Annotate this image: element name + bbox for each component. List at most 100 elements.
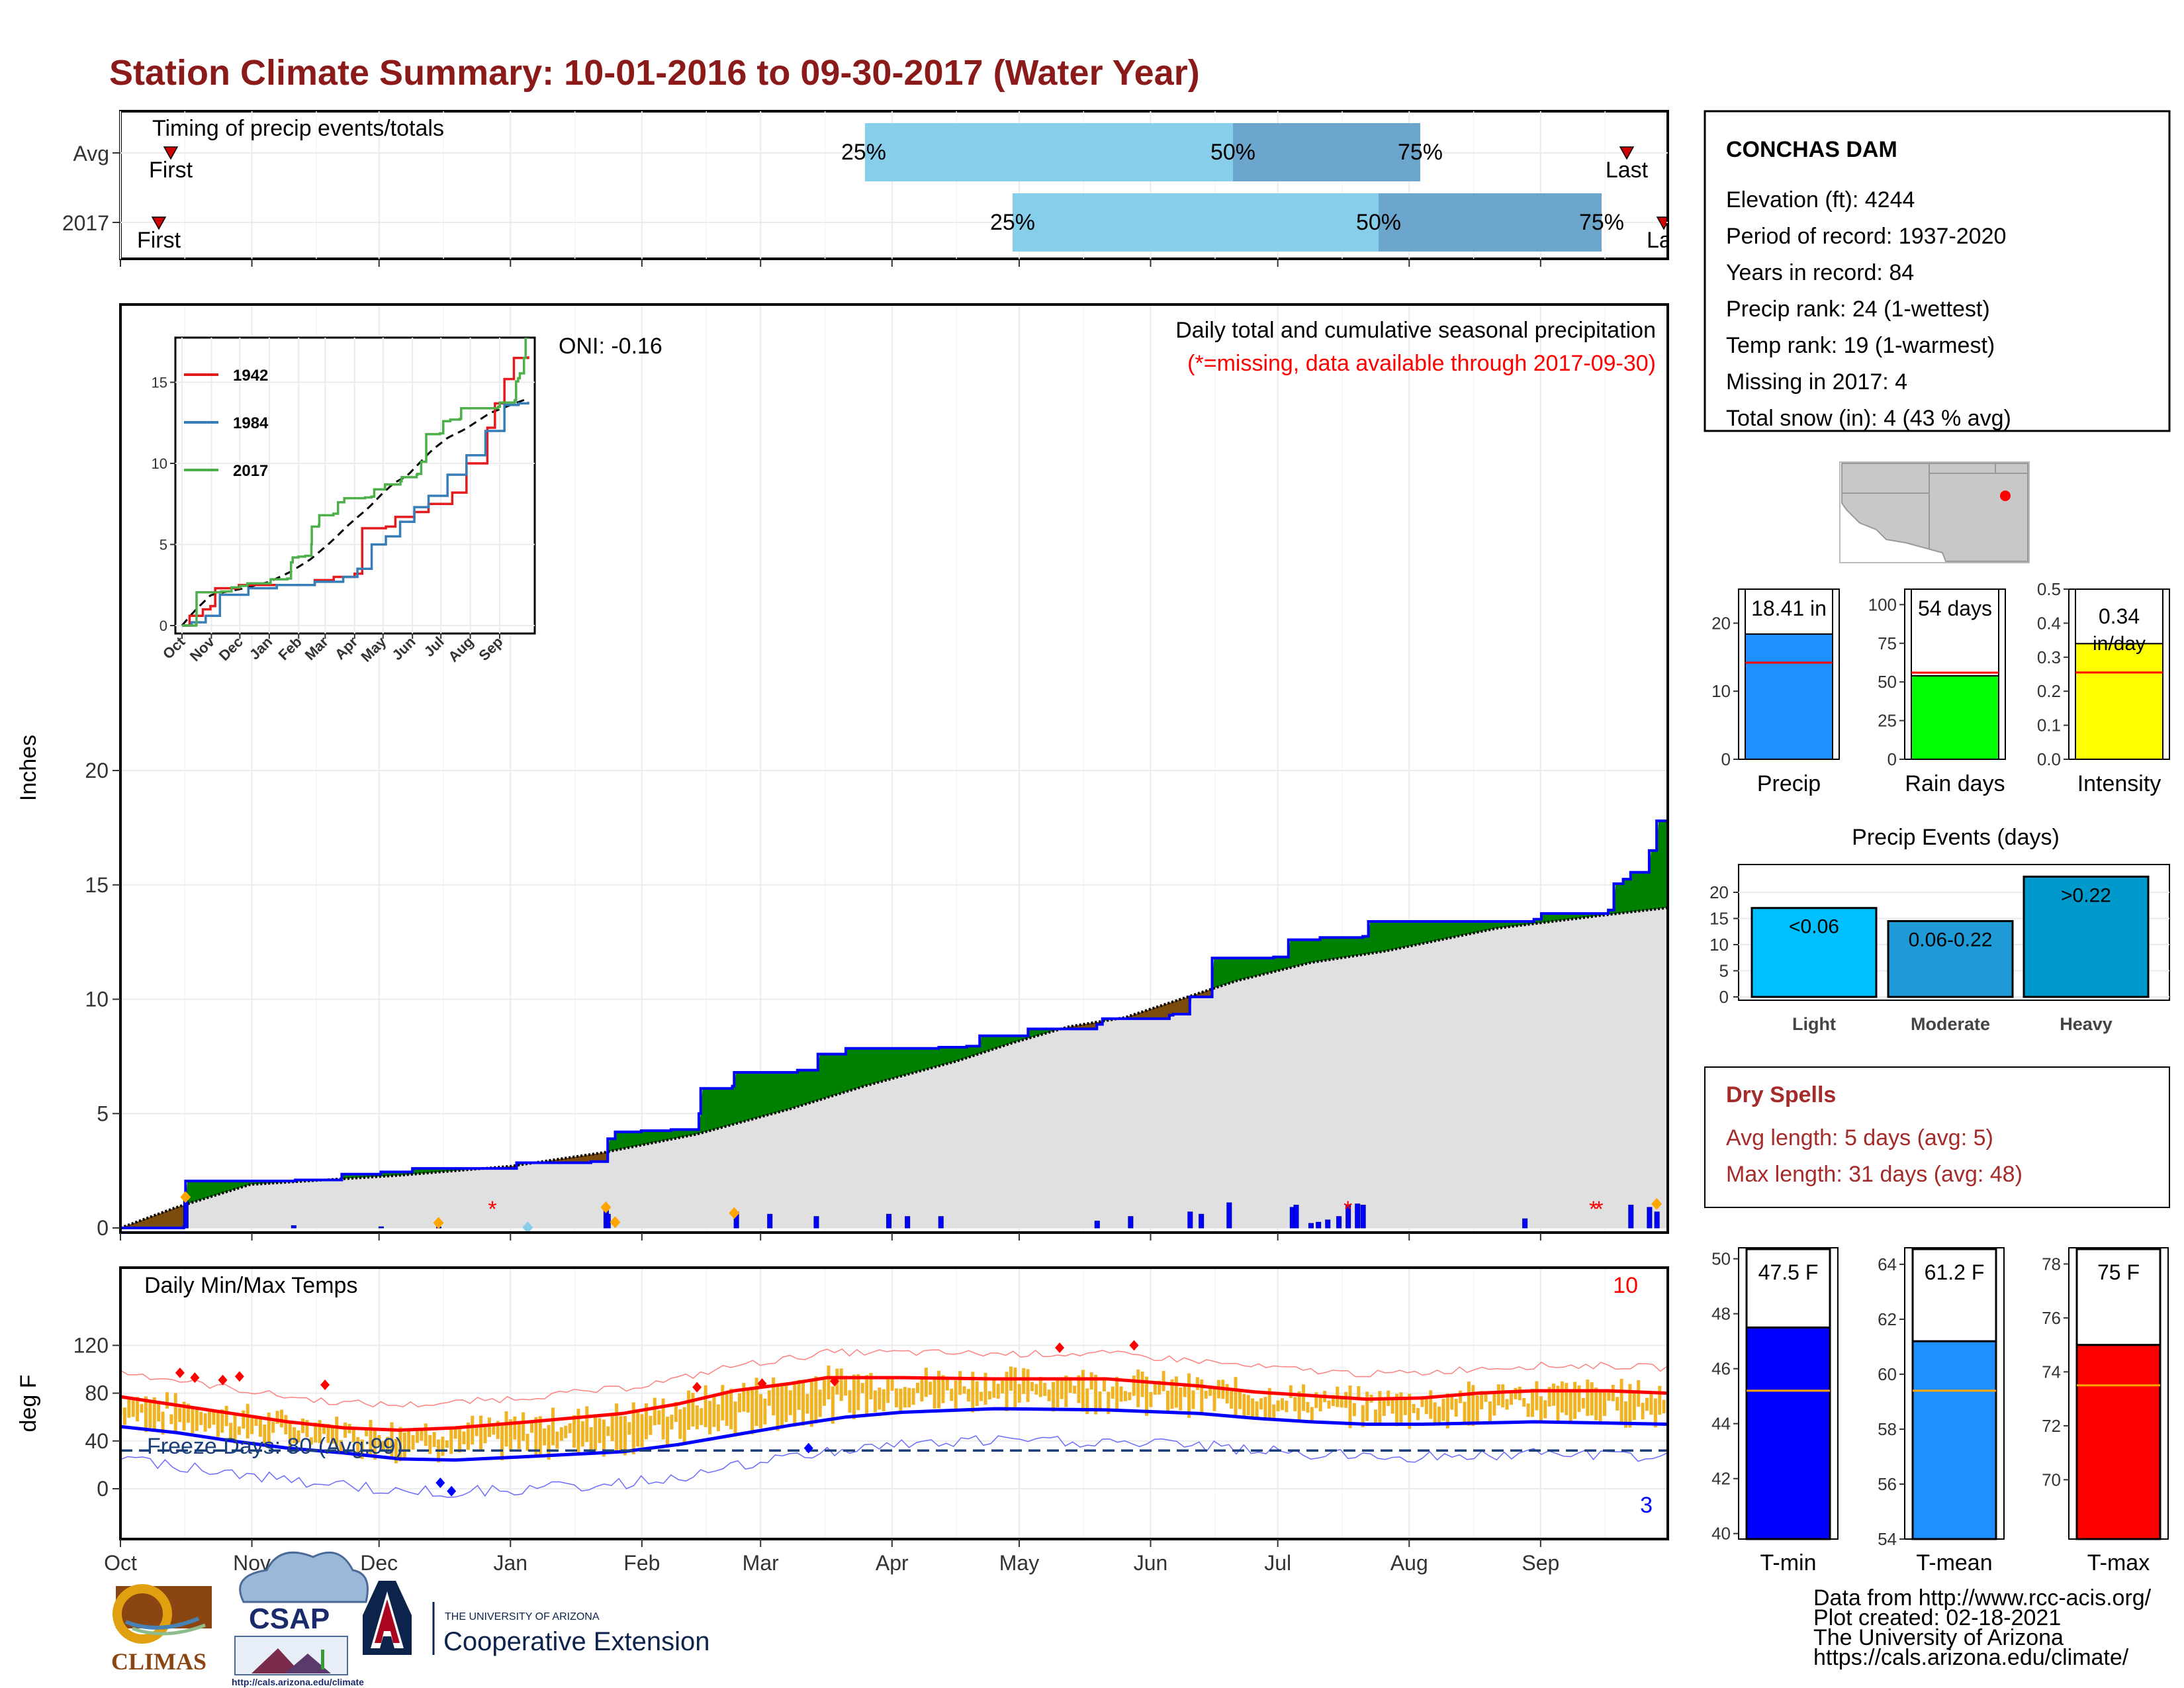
temp-day-bar	[1403, 1398, 1407, 1415]
temp-day-bar	[1348, 1385, 1352, 1429]
temp-day-bar	[937, 1370, 941, 1409]
temp-day-bar	[1081, 1370, 1085, 1412]
temp-day-bar	[619, 1416, 623, 1450]
temp-day-bar	[729, 1388, 733, 1430]
temp-day-bar	[496, 1421, 500, 1439]
temp-summary-value: 75 F	[2097, 1260, 2140, 1284]
temp-day-bar	[208, 1408, 212, 1429]
temp-day-bar	[1013, 1367, 1017, 1407]
avg-first-marker	[163, 146, 179, 160]
inset-series-2017	[182, 338, 529, 627]
temp-day-bar	[644, 1403, 648, 1440]
temp-day-bar	[220, 1409, 224, 1433]
summary-ytick: 0.1	[2037, 716, 2061, 735]
temp-day-bar	[322, 1423, 326, 1434]
temp-day-bar	[1357, 1385, 1361, 1401]
precip-snow-markers: * * **	[180, 1191, 1662, 1233]
station-line: Years in record: 84	[1726, 260, 1914, 285]
temp-day-bar	[173, 1393, 177, 1432]
precip-ytick: 10	[85, 988, 109, 1011]
temp-day-bar	[746, 1390, 750, 1413]
record-low-marker	[435, 1477, 445, 1488]
ua-logo-small-text: THE UNIVERSITY OF ARIZONA	[445, 1611, 600, 1622]
temp-day-bar	[657, 1410, 661, 1425]
temp-day-bar	[809, 1381, 813, 1427]
temp-ytick: 120	[73, 1333, 109, 1357]
temp-day-bar	[751, 1389, 754, 1434]
timing-row-avg-label: Avg	[73, 142, 109, 165]
temp-day-bar	[869, 1372, 873, 1400]
temp-day-bar	[797, 1380, 801, 1410]
temp-day-bar	[860, 1383, 864, 1393]
temp-day-bar	[1556, 1385, 1560, 1423]
events-ytick: 15	[1709, 909, 1729, 929]
temp-day-bar	[203, 1413, 207, 1432]
locator-map	[1839, 461, 2030, 563]
temp-day-bar	[1501, 1384, 1505, 1408]
temp-day-bar	[199, 1411, 203, 1425]
temp-day-bar	[678, 1409, 682, 1439]
temp-day-bar	[903, 1387, 907, 1408]
temp-day-bar	[148, 1401, 152, 1428]
dry-spells-box: Dry Spells Avg length: 5 days (avg: 5) M…	[1704, 1066, 2170, 1208]
precip-ylabel: Inches	[16, 735, 41, 801]
events-bar-Light	[1751, 907, 1878, 998]
dry-spells-max: Max length: 31 days (avg: 48)	[1726, 1162, 2023, 1187]
temp-day-bar	[818, 1389, 822, 1417]
temp-summary-ytick: 72	[2042, 1416, 2061, 1436]
temp-day-bar	[1623, 1401, 1627, 1428]
temp-day-bar	[788, 1390, 792, 1415]
temp-day-bar	[700, 1408, 704, 1425]
temp-day-bar	[1098, 1391, 1102, 1410]
daily-precip-bar	[1316, 1221, 1322, 1229]
temp-day-bar	[1230, 1391, 1234, 1409]
temp-day-bar	[979, 1391, 983, 1401]
oni-value: ONI: -0.16	[559, 334, 662, 359]
record-low-marker	[447, 1485, 457, 1497]
csap-logo-url: http://cals.arizona.edu/climate	[232, 1677, 364, 1687]
events-value-label: <0.06	[1789, 916, 1839, 938]
temp-day-bar	[733, 1401, 737, 1436]
temp-day-bar	[479, 1415, 483, 1452]
temp-day-bar	[649, 1415, 653, 1435]
avg-p75-label: 75%	[1398, 140, 1443, 165]
timing-caption: Timing of precip events/totals	[152, 116, 444, 141]
daily-precip-bar	[1360, 1204, 1366, 1229]
temp-day-bar	[695, 1405, 699, 1430]
temp-day-bar	[178, 1407, 182, 1423]
temp-day-bar	[966, 1389, 970, 1402]
temp-day-bar	[1573, 1382, 1577, 1419]
temp-summary-ytick: 62	[1878, 1309, 1897, 1329]
temp-day-bar	[916, 1382, 920, 1393]
inset-ytick: 0	[159, 618, 167, 634]
temp-day-bar	[360, 1439, 364, 1460]
temp-day-bar	[279, 1409, 283, 1428]
temp-day-bar	[687, 1390, 691, 1430]
temp-day-bar	[1043, 1383, 1047, 1396]
temp-day-bar	[954, 1380, 958, 1409]
temp-day-bar	[182, 1401, 186, 1430]
summary-ytick: 50	[1878, 672, 1897, 692]
temp-day-bar	[1510, 1393, 1514, 1405]
temp-day-bar	[1293, 1397, 1297, 1411]
daily-precip-bar	[378, 1226, 384, 1229]
csap-logo: CSAP http://cals.arizona.edu/climate	[232, 1551, 369, 1687]
temp-day-bar	[1166, 1390, 1170, 1413]
temp-ytick: 80	[85, 1382, 109, 1405]
temp-day-bar	[1433, 1402, 1437, 1425]
temp-summary-ytick: 64	[1878, 1254, 1897, 1274]
temp-day-bar	[1056, 1378, 1060, 1407]
temp-day-bar	[920, 1379, 924, 1402]
events-ytick: 20	[1709, 882, 1729, 902]
temp-day-bar	[187, 1403, 191, 1423]
y2017-50-75-bar	[1379, 193, 1602, 252]
temp-day-bar	[1632, 1392, 1636, 1421]
temp-day-bar	[1531, 1388, 1535, 1417]
temp-day-bar	[1017, 1383, 1021, 1403]
temp-day-bar	[1242, 1393, 1246, 1418]
record-high-marker	[757, 1378, 767, 1389]
temp-summary-ytick: 46	[1711, 1359, 1731, 1379]
temp-day-bar	[1276, 1400, 1280, 1411]
temp-day-bar	[369, 1420, 373, 1457]
